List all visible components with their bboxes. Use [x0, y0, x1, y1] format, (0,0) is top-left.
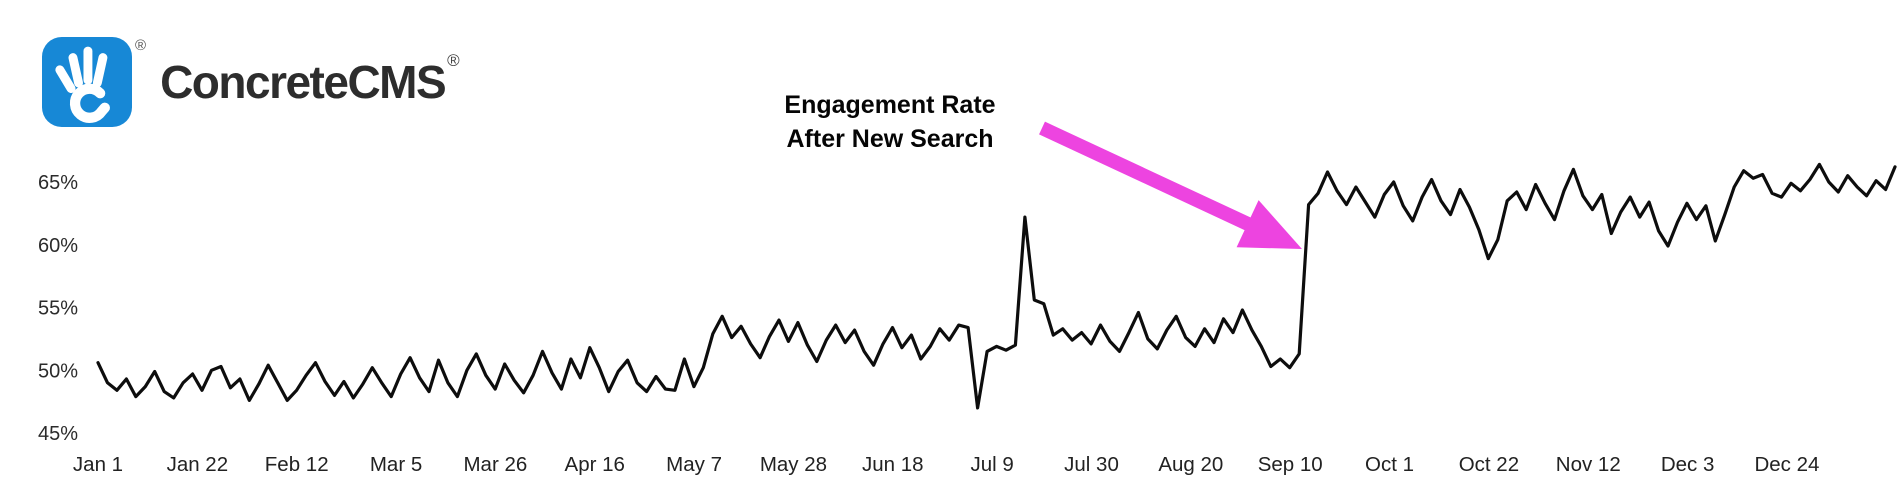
brand-wordmark: ConcreteCMS	[160, 56, 447, 108]
engagement-rate-line	[96, 162, 1897, 410]
x-tick-label: Jan 22	[167, 453, 229, 476]
x-tick-label: Dec 24	[1754, 453, 1819, 476]
x-tick-label: Oct 22	[1459, 453, 1519, 476]
annotation-line-1: Engagement Rate	[784, 91, 996, 119]
x-tick-label: Apr 16	[565, 453, 625, 476]
highlight-arrow	[1039, 121, 1302, 249]
icon-registered-mark: ®	[135, 37, 147, 54]
x-tick-label: Dec 3	[1661, 453, 1715, 476]
x-tick-label: Jul 9	[970, 453, 1013, 476]
y-tick-label: 50%	[38, 360, 78, 382]
x-tick-label: Jun 18	[862, 453, 924, 476]
x-tick-label: Mar 26	[463, 453, 527, 476]
y-tick-label: 55%	[38, 298, 78, 320]
x-tick-label: Mar 5	[370, 453, 422, 476]
annotation-line-2: After New Search	[786, 125, 994, 153]
x-tick-label: Oct 1	[1365, 453, 1414, 476]
x-tick-label: Feb 12	[265, 453, 329, 476]
x-tick-label: Aug 20	[1158, 453, 1223, 476]
y-tick-label: 60%	[38, 235, 78, 257]
chart-annotation: Engagement Rate After New Search	[730, 88, 1050, 156]
x-tick-label: Nov 12	[1556, 453, 1621, 476]
x-tick-label: Jul 30	[1064, 453, 1119, 476]
y-axis-tick-labels: 65% 60% 55% 50% 45%	[38, 172, 78, 445]
concretecms-hand-icon	[42, 37, 132, 127]
x-tick-label: May 28	[760, 453, 827, 476]
wordmark-registered-mark: ®	[447, 51, 460, 70]
x-axis-tick-labels: Jan 1 Jan 22 Feb 12 Mar 5 Mar 26 Apr 16 May 7 M…	[73, 453, 1820, 476]
x-tick-label: Jan 1	[73, 453, 123, 476]
x-tick-label: May 7	[666, 453, 722, 476]
x-tick-label: Sep 10	[1258, 453, 1323, 476]
y-tick-label: 45%	[38, 423, 78, 445]
arrow-head	[1236, 200, 1302, 249]
concretecms-logo: ® ConcreteCMS ®	[42, 36, 460, 128]
y-tick-label: 65%	[38, 172, 78, 194]
